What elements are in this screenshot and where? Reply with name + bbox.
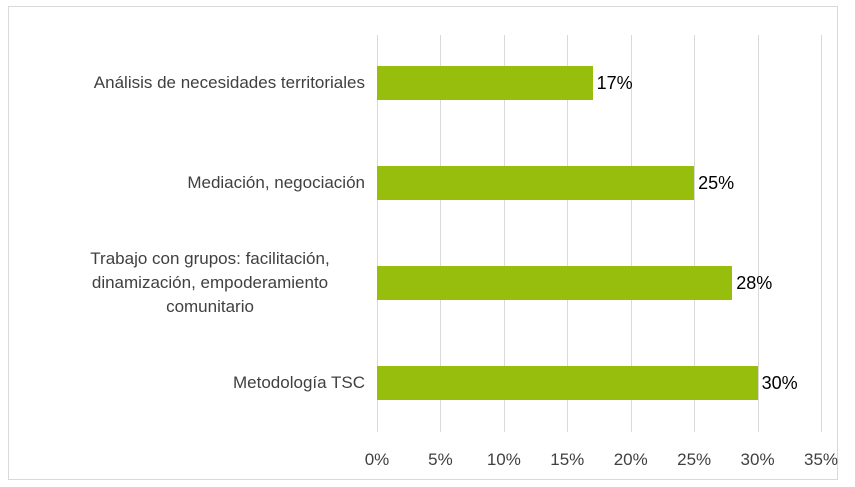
grid-line xyxy=(630,35,632,432)
x-tick-label: 25% xyxy=(677,450,712,469)
grid-line xyxy=(503,35,505,432)
category-label-box: Trabajo con grupos: facilitación, dinami… xyxy=(10,233,365,333)
x-tick-label: 35% xyxy=(803,450,839,469)
grid-line xyxy=(567,35,569,432)
y-tick-label: Trabajo con grupos: facilitación, dinami… xyxy=(90,249,330,316)
y-tick-label: Análisis de necesidades territoriales xyxy=(93,73,365,92)
bar xyxy=(377,366,758,400)
x-tick-label: 5% xyxy=(428,450,453,469)
x-tick-label: 30% xyxy=(740,450,775,469)
category-label-box: Metodología TSC xyxy=(10,333,365,433)
value-label: 30% xyxy=(761,373,798,393)
chart-frame xyxy=(8,6,838,480)
x-tick-label: 0% xyxy=(364,450,390,469)
x-tick-label: 10% xyxy=(486,450,521,469)
y-tick-label: Metodología TSC xyxy=(233,373,365,392)
bar xyxy=(377,66,593,100)
category-label-box: Mediación, negociación xyxy=(10,133,365,233)
bar xyxy=(377,166,695,200)
grid-line xyxy=(377,35,378,432)
value-label: 28% xyxy=(736,273,773,293)
y-tick-label: Mediación, negociación xyxy=(187,173,365,192)
x-tick-label: 20% xyxy=(613,450,648,469)
value-label: 17% xyxy=(596,73,633,93)
grid-line xyxy=(757,35,759,432)
grid-line xyxy=(821,35,822,432)
grid-line xyxy=(440,35,442,432)
value-label: 25% xyxy=(698,173,735,193)
category-label-box: Análisis de necesidades territoriales xyxy=(10,33,365,133)
grid-line xyxy=(694,35,696,432)
bar xyxy=(377,266,733,300)
x-tick-label: 15% xyxy=(550,450,585,469)
